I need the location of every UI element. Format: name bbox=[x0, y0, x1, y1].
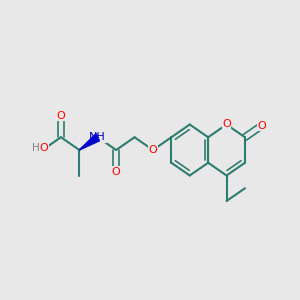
Text: O: O bbox=[57, 111, 65, 121]
Text: O: O bbox=[39, 143, 48, 153]
Text: NH: NH bbox=[89, 132, 106, 142]
Text: O: O bbox=[257, 121, 266, 131]
Text: O: O bbox=[112, 167, 121, 177]
Text: O: O bbox=[148, 145, 157, 155]
Polygon shape bbox=[79, 134, 100, 150]
Text: H: H bbox=[94, 132, 102, 142]
Text: H: H bbox=[32, 143, 40, 153]
Text: O: O bbox=[222, 119, 231, 130]
